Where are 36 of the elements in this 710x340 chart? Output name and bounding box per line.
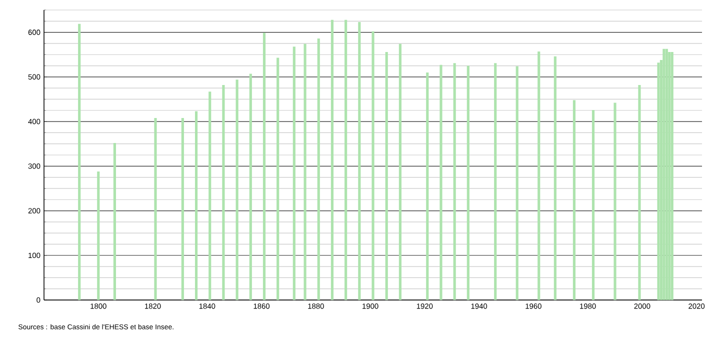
bar — [398, 44, 402, 300]
bar — [572, 100, 576, 300]
bar — [494, 63, 497, 300]
bar — [78, 24, 81, 300]
bar — [194, 111, 198, 300]
bar — [385, 52, 388, 300]
bar — [453, 63, 456, 300]
bar — [592, 110, 595, 300]
bar — [344, 20, 348, 300]
bar — [638, 84, 641, 300]
bar — [236, 80, 238, 300]
bar — [208, 92, 212, 300]
bar — [181, 118, 184, 300]
bar — [154, 118, 157, 300]
bar — [668, 52, 671, 300]
bar — [614, 102, 616, 300]
bar — [554, 56, 556, 300]
bar — [97, 172, 100, 300]
bar — [304, 44, 306, 300]
bar — [222, 84, 225, 300]
bar — [657, 62, 660, 300]
bar — [292, 46, 296, 300]
bar — [538, 51, 540, 300]
bar — [670, 52, 674, 300]
bar — [262, 32, 266, 300]
bar — [440, 64, 442, 300]
bar — [358, 22, 361, 300]
bar — [330, 20, 334, 300]
bar — [372, 31, 374, 300]
bar — [426, 72, 429, 300]
bar — [516, 66, 518, 300]
bar — [249, 74, 252, 300]
bar — [317, 38, 320, 300]
bar — [113, 142, 116, 300]
bar — [466, 66, 470, 300]
bar — [276, 58, 280, 300]
